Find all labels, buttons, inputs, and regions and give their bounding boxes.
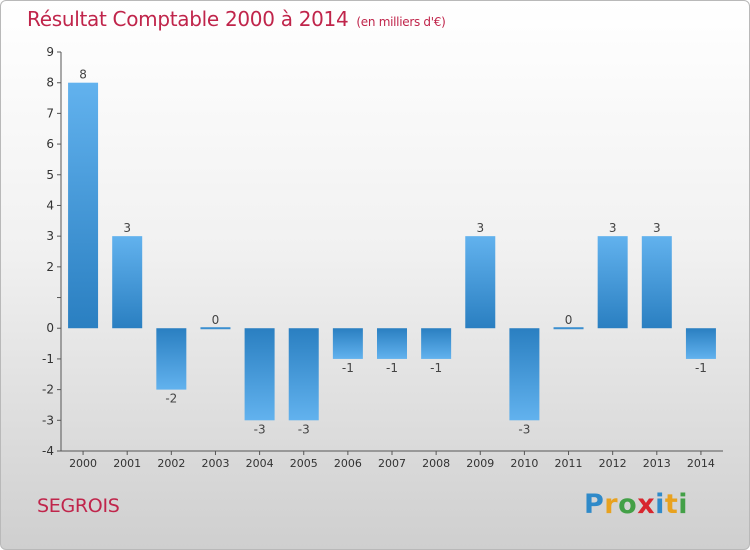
- bar-2014: [685, 328, 716, 359]
- bar-2006: [332, 328, 363, 359]
- y-tick-label: 4: [46, 198, 54, 212]
- x-tick-label: 2010: [510, 457, 538, 470]
- data-label-2009: 3: [476, 221, 484, 235]
- bar-2008: [421, 328, 452, 359]
- data-label-2005: -3: [298, 422, 310, 436]
- commune-name: SEGROIS: [37, 495, 120, 517]
- bars-group: [68, 82, 716, 421]
- bar-2010: [509, 328, 540, 421]
- chart-title-text: Résultat Comptable 2000 à 2014: [27, 7, 349, 31]
- x-tick-label: 2000: [69, 457, 97, 470]
- labels-group: 8 3 -2 0 -3 -3 -1 -1 -1 3 -3 0 3 3 -1: [79, 68, 707, 437]
- bar-2002: [156, 328, 187, 390]
- data-label-2011: 0: [565, 313, 573, 327]
- data-label-2010: -3: [518, 422, 530, 436]
- bar-2013: [641, 236, 672, 329]
- data-label-2012: 3: [609, 221, 617, 235]
- y-tick-label: 0: [46, 321, 54, 335]
- axes: -4 -3 -2 -1 0 2 3 4 5 6 7 8 9 2000 2001 2002 2003 2004 200…: [42, 45, 723, 470]
- y-tick-label: -2: [42, 383, 54, 397]
- data-label-2007: -1: [386, 361, 398, 375]
- proxiti-logo: Proxiti: [584, 489, 689, 520]
- data-label-2002: -2: [165, 392, 177, 406]
- data-label-2004: -3: [254, 422, 266, 436]
- x-tick-label: 2014: [687, 457, 715, 470]
- x-tick-label: 2001: [113, 457, 141, 470]
- data-label-2008: -1: [430, 361, 442, 375]
- chart-unit: (en milliers d'€): [356, 15, 446, 29]
- x-tick-label: 2004: [246, 457, 274, 470]
- y-tick-label: 6: [46, 137, 54, 151]
- x-tick-label: 2002: [157, 457, 185, 470]
- data-label-2003: 0: [212, 313, 220, 327]
- bar-2011: [553, 327, 584, 330]
- x-tick-label: 2012: [599, 457, 627, 470]
- bar-2003: [200, 327, 231, 330]
- y-tick-label: -4: [42, 444, 54, 458]
- y-tick-label: 3: [46, 229, 54, 243]
- bar-2001: [112, 236, 143, 329]
- data-label-2001: 3: [123, 221, 131, 235]
- x-tick-label: 2005: [290, 457, 318, 470]
- x-tick-label: 2013: [643, 457, 671, 470]
- x-tick-label: 2006: [334, 457, 362, 470]
- chart-title: Résultat Comptable 2000 à 2014 (en millie…: [27, 7, 446, 31]
- y-tick-label: -3: [42, 413, 54, 427]
- y-tick-label: 7: [46, 106, 54, 120]
- y-tick-label: 8: [46, 76, 54, 90]
- bar-2012: [597, 236, 628, 329]
- x-tick-label: 2003: [201, 457, 229, 470]
- y-tick-label: 9: [46, 45, 54, 59]
- data-label-2014: -1: [695, 361, 707, 375]
- bar-2000: [68, 82, 99, 329]
- bar-2009: [465, 236, 496, 329]
- y-tick-label: -1: [42, 352, 54, 366]
- data-label-2000: 8: [79, 68, 87, 82]
- y-tick-label: 5: [46, 168, 54, 182]
- data-label-2013: 3: [653, 221, 661, 235]
- bar-2004: [244, 328, 275, 421]
- x-tick-label: 2009: [466, 457, 494, 470]
- x-tick-label: 2008: [422, 457, 450, 470]
- bar-2007: [377, 328, 407, 359]
- x-tick-label: 2011: [555, 457, 583, 470]
- x-tick-label: 2007: [378, 457, 406, 470]
- data-label-2006: -1: [342, 361, 354, 375]
- bar-2005: [288, 328, 319, 421]
- y-tick-label: 2: [46, 260, 54, 274]
